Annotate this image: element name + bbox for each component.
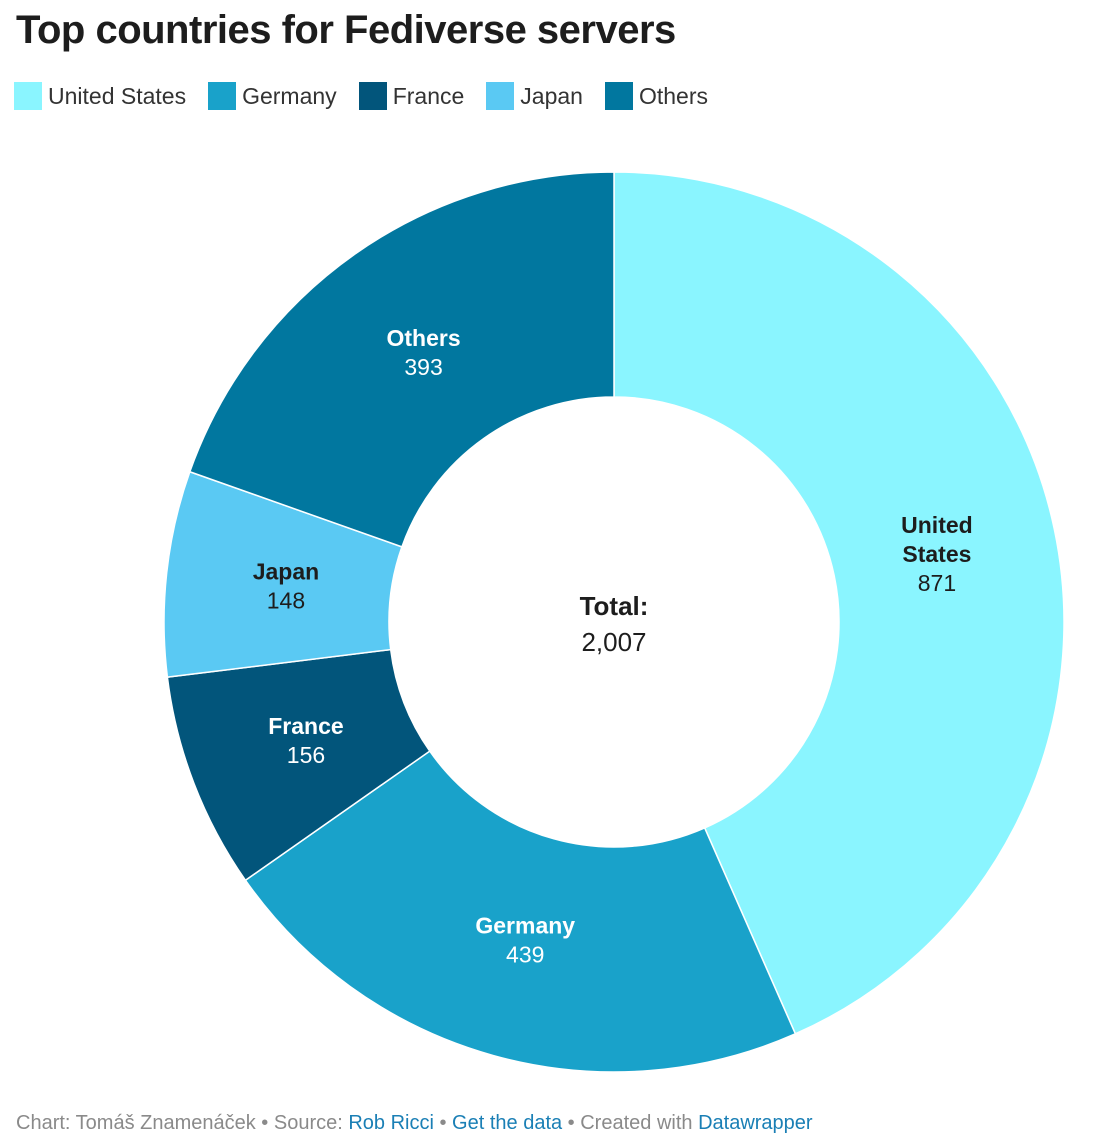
donut-slice-united-states [613, 171, 1065, 1035]
legend-item-france: France [358, 82, 465, 110]
legend-label: Japan [520, 82, 583, 109]
legend-item-united-states: United States [14, 82, 186, 110]
legend-swatch [14, 82, 42, 110]
slice-label-value: 439 [506, 941, 544, 967]
slice-label-name: Others [386, 325, 460, 351]
get-the-data-link[interactable]: Get the data [452, 1112, 563, 1134]
datawrapper-link[interactable]: Datawrapper [698, 1112, 813, 1134]
legend-label: Others [638, 82, 708, 109]
donut-slice-others [188, 171, 615, 548]
footer-separator: • [433, 1112, 453, 1134]
footer-credit-text: Chart: Tomáš Znamenáček • Source: [16, 1112, 349, 1134]
legend-label: Germany [242, 82, 337, 109]
slice-label-value: 871 [918, 570, 956, 596]
center-total-value: 2,007 [581, 627, 646, 657]
slice-label-name: United [901, 512, 973, 538]
donut-slices [163, 171, 1065, 1073]
center-total-label: Total: [580, 591, 649, 621]
slice-label-value: 148 [267, 588, 305, 614]
slice-label-name: Germany [475, 912, 575, 938]
legend-item-germany: Germany [208, 82, 337, 110]
slice-label-name: France [268, 713, 343, 739]
slice-label-value: 156 [287, 742, 325, 768]
legend-label: France [392, 82, 465, 109]
chart-footer: Chart: Tomáš Znamenáček • Source: Rob Ri… [16, 1112, 813, 1135]
slice-label-value: 393 [404, 354, 442, 380]
donut-slice-labels: United States 871 Germany 439 France 156 Japan 1… [253, 325, 973, 967]
donut-chart: United States 871 Germany 439 France 156 Japan 1… [163, 171, 1065, 1073]
legend-swatch [486, 82, 515, 110]
slice-label-name: States [902, 541, 971, 567]
footer-created-with-text: • Created with [562, 1112, 699, 1134]
chart-title: Top countries for Fediverse servers [16, 8, 676, 52]
source-link[interactable]: Rob Ricci [348, 1112, 434, 1134]
legend-label: United States [48, 82, 187, 109]
chart-legend: United States Germany France Japan Other… [14, 80, 730, 112]
legend-item-others: Others [604, 82, 708, 110]
slice-label-name: Japan [253, 559, 319, 585]
legend-swatch [208, 82, 237, 110]
legend-swatch [358, 82, 387, 110]
donut-slice-germany [244, 750, 797, 1073]
legend-swatch [604, 82, 633, 110]
legend-item-japan: Japan [486, 82, 583, 110]
